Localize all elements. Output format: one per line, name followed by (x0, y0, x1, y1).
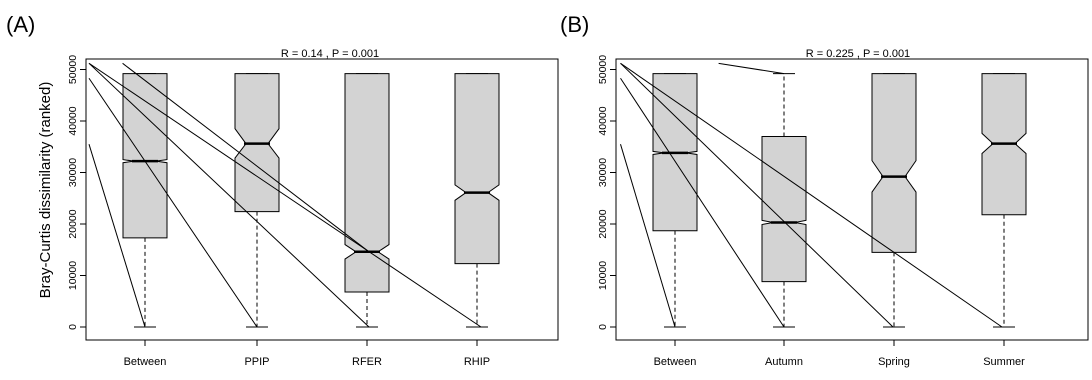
y-tick-label: 0 (597, 324, 609, 330)
box-rfer (344, 73, 390, 328)
box-body (344, 73, 390, 293)
y-tick-label: 50000 (67, 55, 79, 84)
diagonal-line (718, 62, 785, 75)
box-summer (981, 73, 1027, 328)
diagonal-line (88, 77, 258, 328)
box-body (761, 135, 807, 283)
box-ppip (234, 73, 280, 328)
diagonal-line (122, 62, 370, 253)
y-tick-label: 10000 (597, 261, 609, 290)
diagonal-lines (88, 62, 482, 328)
diagonal-lines (620, 62, 1003, 328)
stat-text-a: R = 0.14 , P = 0.001 (281, 48, 379, 60)
y-tick-label: 40000 (597, 106, 609, 135)
diagonal-line (620, 144, 676, 328)
stat-text-b: R = 0.225 , P = 0.001 (806, 48, 910, 60)
box-between (652, 73, 698, 328)
plot-marks-b: 0 10000 20000 30000 40000 50000 Between Autumn S… (597, 55, 1027, 368)
box-body (871, 73, 917, 253)
box-autumn (761, 73, 807, 328)
box-rhip (454, 73, 500, 328)
x-tick-label: Between (124, 356, 167, 368)
x-tick-label: Summer (983, 356, 1025, 368)
panel-a: (A) Bray-Curtis dissimilarity (ranked) R… (6, 12, 559, 368)
y-tick-label: 20000 (597, 209, 609, 238)
y-tick-label: 30000 (67, 158, 79, 187)
diagonal-line (620, 62, 894, 328)
y-tick-label: 50000 (597, 55, 609, 84)
box-body (454, 73, 500, 265)
panel-b: (B) R = 0.225 , P = 0.001 0 10000 20000 300… (560, 12, 1089, 368)
y-tick-label: 20000 (67, 209, 79, 238)
x-tick-label: Autumn (765, 356, 803, 368)
diagonal-line (620, 77, 785, 328)
plot-frame-a (85, 58, 559, 341)
box-body (122, 73, 168, 239)
box-spring (871, 73, 917, 328)
panel-label-a: (A) (6, 12, 35, 37)
y-tick-label: 0 (67, 324, 79, 330)
diagonal-line (620, 62, 1003, 328)
plot-marks-a: 0 10000 20000 30000 40000 50000 Between PPIP RFE… (67, 55, 500, 368)
x-tick-label: Spring (878, 356, 910, 368)
diagonal-line (88, 144, 146, 328)
y-axis-label: Bray-Curtis dissimilarity (ranked) (37, 82, 54, 299)
x-tick-label: RFER (352, 356, 382, 368)
x-tick-label: RHIP (464, 356, 490, 368)
panel-label-b: (B) (560, 12, 589, 37)
diagonal-line (88, 62, 482, 328)
x-tick-label: PPIP (244, 356, 269, 368)
plot-frame-b (615, 58, 1089, 341)
y-tick-label: 30000 (597, 158, 609, 187)
diagonal-line (88, 62, 370, 328)
y-tick-label: 40000 (67, 106, 79, 135)
y-tick-label: 10000 (67, 261, 79, 290)
x-tick-label: Between (654, 356, 697, 368)
